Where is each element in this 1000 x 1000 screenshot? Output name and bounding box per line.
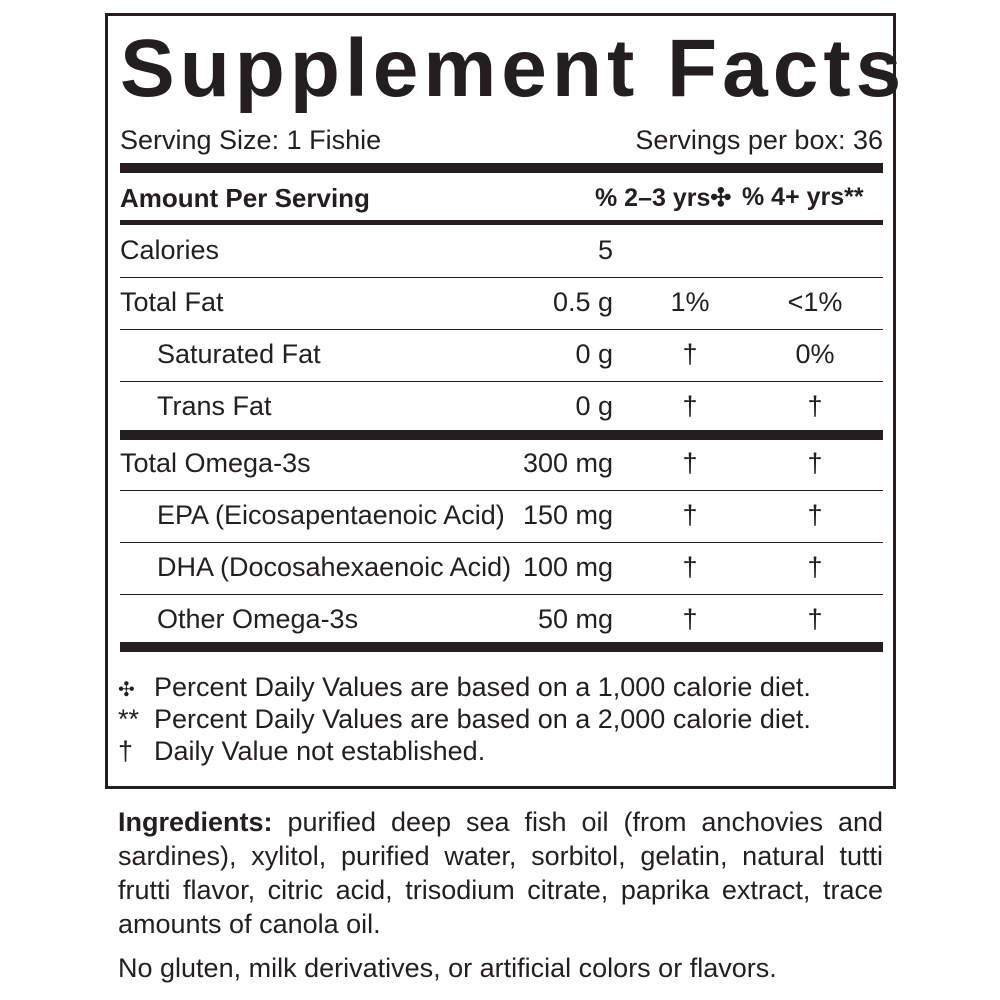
nutrient-label: Total Omega-3s bbox=[120, 448, 311, 478]
dv-2-3yrs: † bbox=[682, 500, 698, 530]
nutrient-amount: 5 bbox=[597, 235, 613, 265]
four-dot-cross-icon: ✣ bbox=[118, 679, 135, 701]
ingredients-paragraph: Ingredients: purified deep sea fish oil … bbox=[118, 805, 883, 941]
dv-2-3yrs: † bbox=[682, 604, 698, 634]
dv-2-3yrs: † bbox=[682, 552, 698, 582]
nutrient-label: Trans Fat bbox=[157, 391, 272, 421]
dv-4plus: 0% bbox=[795, 339, 835, 369]
nutrient-row-trans-fat: Trans Fat 0 g † † bbox=[120, 381, 883, 433]
nutrient-label: Saturated Fat bbox=[157, 339, 321, 369]
nutrient-label: Other Omega-3s bbox=[157, 604, 359, 634]
dv-4plus: † bbox=[807, 391, 823, 421]
nutrient-label: Total Fat bbox=[120, 287, 224, 317]
ingredients-text: purified deep sea fish oil (from anchovi… bbox=[118, 807, 883, 939]
nutrient-row-other-omega-3s: Other Omega-3s 50 mg † † bbox=[120, 594, 883, 646]
footnote-text: Percent Daily Values are based on a 2,00… bbox=[154, 704, 811, 734]
dv-4plus: † bbox=[807, 500, 823, 530]
dv-4plus: † bbox=[807, 448, 823, 478]
footnote-1000-cal: ✣ Percent Daily Values are based on a 1,0… bbox=[118, 671, 811, 706]
dv-4plus: † bbox=[807, 552, 823, 582]
footnote-2000-cal: ** Percent Daily Values are based on a 2,… bbox=[118, 703, 811, 735]
dagger-symbol: † bbox=[118, 736, 134, 766]
nutrient-row-total-fat: Total Fat 0.5 g 1% <1% bbox=[120, 277, 883, 330]
dv-2-3yrs: † bbox=[682, 391, 698, 421]
allergen-note: No gluten, milk derivatives, or artifici… bbox=[118, 953, 777, 983]
dv-2-3yrs: 1% bbox=[670, 287, 710, 317]
nutrient-amount: 50 mg bbox=[537, 604, 613, 634]
nutrient-label: DHA (Docosahexaenoic Acid) bbox=[157, 552, 512, 582]
dv-2-3yrs: † bbox=[682, 448, 698, 478]
nutrient-label: Calories bbox=[120, 235, 220, 265]
dv-4plus-header: % 4+ yrs** bbox=[742, 183, 864, 211]
nutrient-amount: 150 mg bbox=[522, 500, 613, 530]
nutrient-label: EPA (Eicosapentaenoic Acid) bbox=[157, 500, 505, 530]
nutrient-row-calories: Calories 5 bbox=[120, 225, 883, 278]
dv-4plus: <1% bbox=[787, 287, 843, 317]
nutrient-row-total-omega-3s: Total Omega-3s 300 mg † † bbox=[120, 438, 883, 491]
dv-2-3yrs: † bbox=[682, 339, 698, 369]
nutrient-row-dha: DHA (Docosahexaenoic Acid) 100 mg † † bbox=[120, 542, 883, 595]
amount-per-serving-header: Amount Per Serving bbox=[120, 183, 370, 213]
footnote-dv-not-established: † Daily Value not established. bbox=[118, 735, 485, 767]
nutrient-amount: 0 g bbox=[575, 391, 613, 421]
supplement-facts-panel: Supplement Facts Serving Size: 1 Fishie … bbox=[105, 13, 901, 789]
serving-size: Serving Size: 1 Fishie bbox=[120, 125, 382, 155]
ingredients-label: Ingredients: bbox=[118, 807, 273, 837]
thick-divider bbox=[120, 642, 883, 652]
dv-2-3yrs-header: % 2–3 yrs✣ bbox=[595, 184, 732, 212]
double-asterisk-symbol: ** bbox=[118, 704, 140, 734]
nutrient-amount: 300 mg bbox=[522, 448, 613, 478]
medium-divider bbox=[120, 220, 883, 225]
panel-title: Supplement Facts bbox=[120, 23, 907, 114]
nutrient-row-saturated-fat: Saturated Fat 0 g † 0% bbox=[120, 329, 883, 382]
footnote-text: Percent Daily Values are based on a 1,00… bbox=[154, 672, 811, 702]
nutrient-amount: 0 g bbox=[575, 339, 613, 369]
thick-divider bbox=[120, 163, 883, 173]
servings-per-box: Servings per box: 36 bbox=[635, 125, 883, 155]
footnote-text: Daily Value not established. bbox=[154, 736, 486, 766]
thick-divider bbox=[120, 430, 883, 440]
dv-4plus: † bbox=[807, 604, 823, 634]
nutrient-amount: 100 mg bbox=[522, 552, 613, 582]
nutrient-row-epa: EPA (Eicosapentaenoic Acid) 150 mg † † bbox=[120, 490, 883, 543]
nutrient-amount: 0.5 g bbox=[552, 287, 613, 317]
